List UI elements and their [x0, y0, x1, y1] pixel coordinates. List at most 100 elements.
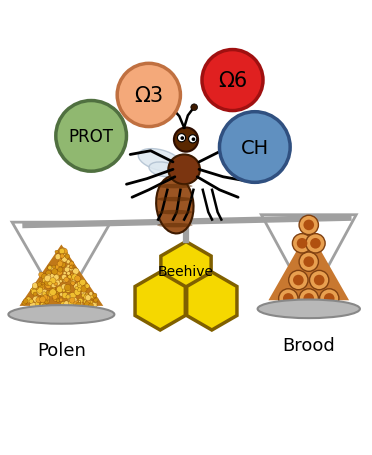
Circle shape	[55, 251, 58, 254]
Text: Brood: Brood	[282, 336, 335, 354]
Text: PROT: PROT	[69, 127, 113, 146]
Circle shape	[59, 280, 62, 283]
Circle shape	[70, 302, 75, 307]
Circle shape	[50, 283, 56, 289]
Circle shape	[49, 274, 55, 280]
Circle shape	[37, 290, 43, 296]
Circle shape	[33, 284, 36, 288]
Circle shape	[310, 238, 321, 249]
Circle shape	[67, 272, 70, 276]
Circle shape	[73, 268, 78, 273]
Circle shape	[47, 265, 52, 270]
Circle shape	[61, 285, 68, 291]
Circle shape	[299, 253, 318, 272]
Circle shape	[72, 301, 77, 306]
Circle shape	[62, 254, 65, 257]
Circle shape	[67, 274, 71, 278]
Polygon shape	[187, 273, 237, 330]
Circle shape	[51, 291, 57, 297]
Circle shape	[84, 283, 87, 287]
Circle shape	[62, 293, 68, 299]
Circle shape	[320, 289, 339, 308]
Circle shape	[57, 270, 62, 276]
Ellipse shape	[219, 112, 290, 183]
Circle shape	[54, 282, 58, 286]
Circle shape	[85, 297, 90, 302]
Circle shape	[26, 297, 32, 303]
Circle shape	[59, 271, 62, 274]
Circle shape	[39, 284, 45, 290]
Circle shape	[77, 301, 83, 307]
Circle shape	[70, 280, 76, 285]
Circle shape	[189, 136, 197, 144]
Circle shape	[33, 293, 37, 296]
Circle shape	[74, 283, 80, 290]
Circle shape	[23, 299, 28, 304]
Circle shape	[60, 254, 64, 258]
Circle shape	[59, 261, 62, 264]
Ellipse shape	[257, 300, 360, 318]
Circle shape	[81, 286, 87, 293]
Circle shape	[42, 292, 46, 296]
Circle shape	[314, 275, 324, 286]
Circle shape	[52, 269, 58, 275]
Text: Ω6: Ω6	[218, 71, 247, 91]
Circle shape	[69, 262, 74, 267]
Circle shape	[45, 301, 48, 304]
Circle shape	[53, 291, 59, 297]
Circle shape	[85, 284, 90, 288]
Circle shape	[304, 257, 314, 268]
Circle shape	[57, 255, 60, 258]
Circle shape	[306, 234, 325, 253]
Circle shape	[39, 297, 46, 303]
Circle shape	[69, 293, 76, 299]
Circle shape	[61, 248, 65, 253]
Circle shape	[45, 296, 49, 300]
Ellipse shape	[157, 184, 193, 189]
Circle shape	[45, 280, 50, 286]
Circle shape	[47, 274, 51, 278]
Circle shape	[36, 297, 42, 303]
Circle shape	[75, 287, 78, 290]
Circle shape	[64, 285, 71, 291]
Circle shape	[38, 289, 43, 294]
Circle shape	[48, 282, 52, 286]
Circle shape	[73, 268, 79, 275]
Circle shape	[52, 294, 57, 300]
Circle shape	[77, 282, 81, 286]
Circle shape	[72, 279, 76, 283]
Circle shape	[297, 238, 307, 249]
Circle shape	[72, 280, 76, 283]
Circle shape	[41, 290, 48, 296]
Circle shape	[65, 254, 70, 259]
Circle shape	[38, 285, 43, 289]
Circle shape	[55, 280, 60, 286]
Ellipse shape	[157, 197, 193, 202]
Ellipse shape	[149, 162, 179, 177]
Circle shape	[59, 249, 65, 254]
Ellipse shape	[202, 51, 263, 111]
Circle shape	[35, 286, 39, 290]
Circle shape	[191, 105, 198, 111]
Circle shape	[299, 216, 318, 235]
Circle shape	[63, 279, 67, 283]
Circle shape	[64, 278, 69, 283]
Circle shape	[73, 298, 77, 302]
Circle shape	[51, 283, 57, 288]
Circle shape	[84, 302, 90, 308]
Circle shape	[81, 291, 86, 295]
Circle shape	[42, 304, 46, 308]
Circle shape	[61, 284, 67, 290]
Circle shape	[94, 298, 98, 303]
Circle shape	[177, 134, 186, 142]
Circle shape	[92, 302, 97, 308]
Ellipse shape	[56, 101, 126, 172]
Circle shape	[94, 300, 97, 303]
Circle shape	[93, 293, 97, 298]
Circle shape	[90, 294, 94, 298]
Circle shape	[22, 301, 27, 305]
Circle shape	[279, 289, 298, 308]
Circle shape	[68, 301, 74, 307]
Circle shape	[42, 278, 47, 283]
Circle shape	[59, 298, 63, 302]
